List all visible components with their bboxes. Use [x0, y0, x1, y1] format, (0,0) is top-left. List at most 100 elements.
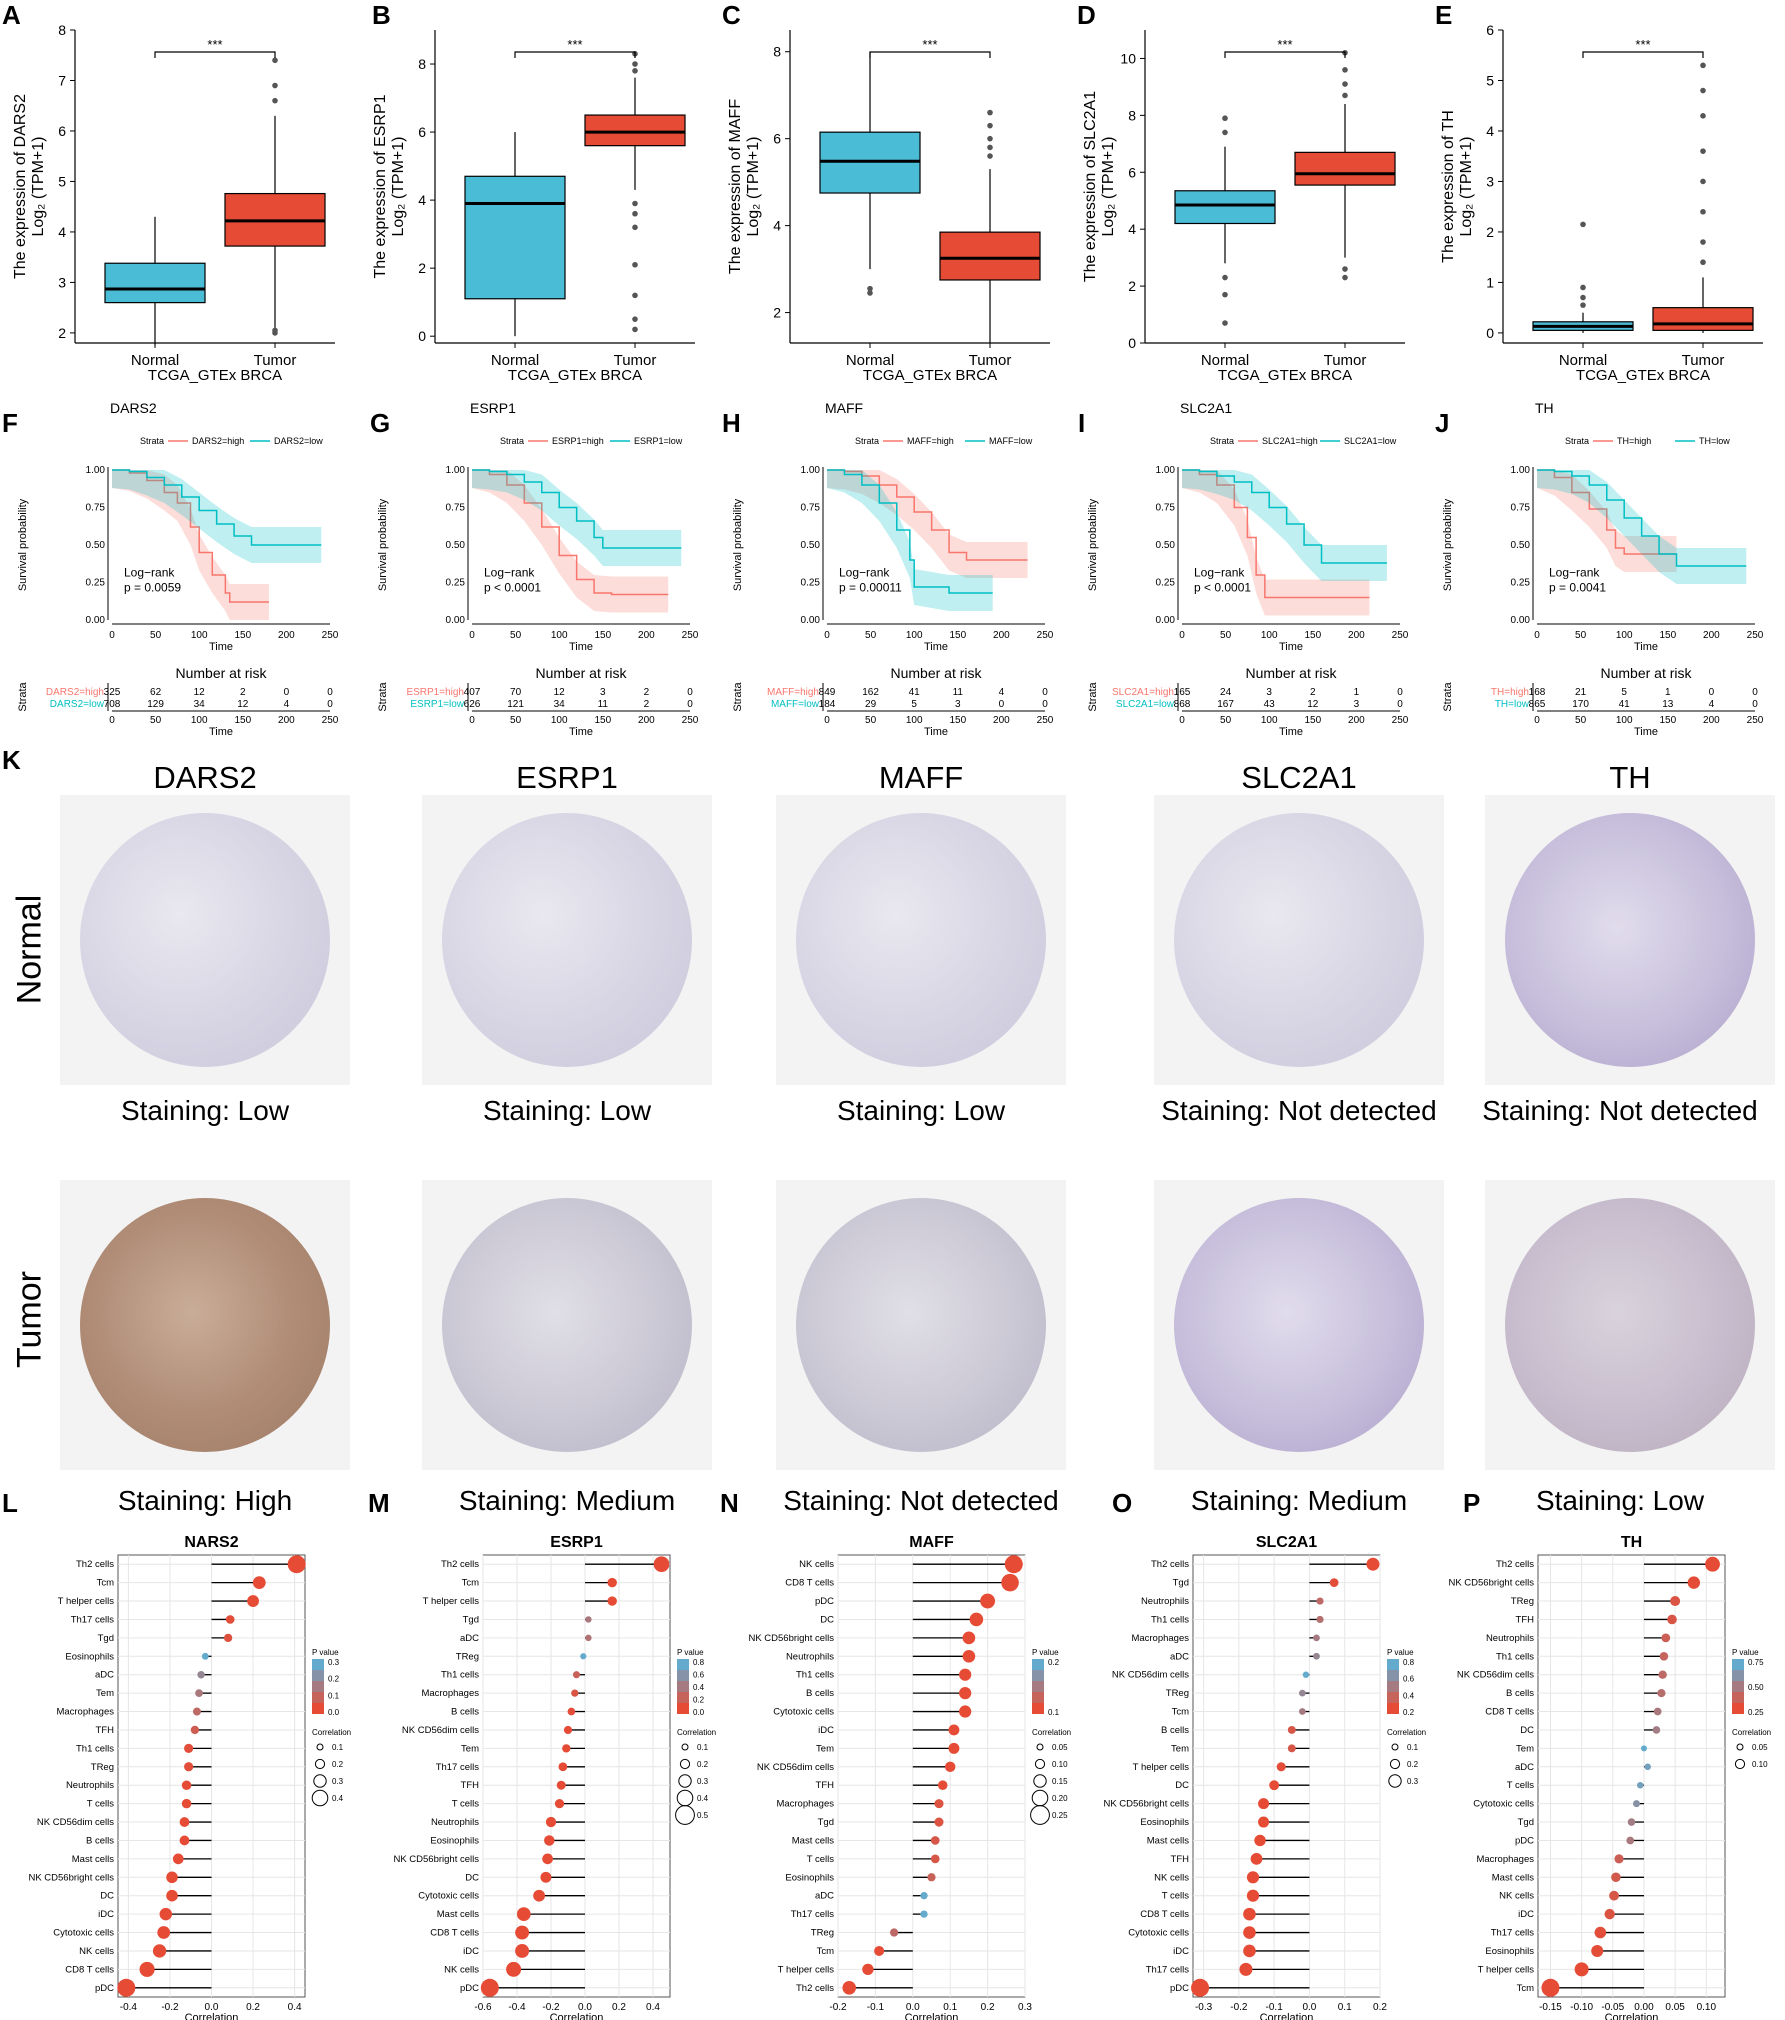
risk-low-count: 626: [464, 699, 481, 710]
x-axis-label: TCGA_GTEx BRCA: [508, 367, 642, 384]
tissue-core-image: [442, 813, 692, 1067]
cell-type-label: iDC: [463, 1946, 479, 1957]
lollipop-dot: [1298, 1689, 1306, 1697]
legend-strata: Strata: [855, 436, 879, 446]
y-tick-label: 2: [773, 305, 781, 321]
cell-type-label: Macrophages: [1131, 1633, 1189, 1644]
significance-label: ***: [922, 37, 937, 52]
x-tick-label: 250: [682, 630, 699, 641]
y-axis-label: Survival probability: [17, 498, 29, 591]
lollipop-dot: [930, 1854, 940, 1864]
cell-type-label: Tgd: [1518, 1817, 1534, 1828]
tissue-core-image: [796, 813, 1046, 1067]
panel-letter-f: F: [2, 408, 18, 438]
legend-size-circle: [1391, 1743, 1399, 1751]
outlier-point: [987, 144, 993, 151]
cell-type-label: Eosinophils: [65, 1651, 114, 1662]
significance-bracket: [1224, 51, 1346, 58]
lollipop-dot: [1254, 1834, 1266, 1847]
cell-type-label: T cells: [87, 1799, 115, 1810]
risk-high-count: 11: [953, 687, 964, 698]
high-curve: [1182, 469, 1370, 599]
cell-type-label: pDC: [1170, 1983, 1189, 1994]
ihc-gene-title-slc2a1: SLC2A1: [1241, 760, 1357, 795]
box-tumor: [584, 114, 686, 147]
lollipop-dot: [1652, 1726, 1661, 1734]
y-tick-label: 0: [418, 328, 426, 344]
lollipop-dot: [252, 1576, 266, 1589]
cell-type-label: Mast cells: [437, 1909, 479, 1920]
y-tick-label: 4: [1128, 221, 1136, 237]
high-ci-band: [112, 470, 269, 620]
y-tick-label: 0.25: [801, 578, 821, 589]
significance-label: ***: [1635, 37, 1650, 52]
legend-low-label: SLC2A1=low: [1344, 436, 1397, 446]
lollipop-dot: [1633, 1800, 1640, 1808]
x-tick-label: 50: [1220, 630, 1232, 641]
cell-type-label: Th17 cells: [436, 1762, 480, 1773]
risk-high-count: 0: [284, 687, 290, 698]
legend-correlation-label: 0.05: [1752, 1743, 1768, 1752]
risk-x-tick-label: 50: [1220, 715, 1232, 726]
legend-correlation-label: 0.1: [697, 1743, 709, 1752]
cell-type-label: B cells: [86, 1835, 114, 1846]
ihc-row-label-normal: Normal: [10, 894, 49, 1005]
ihc-tumor-staining-th: Staining: Low: [1535, 1485, 1705, 1516]
cell-type-label: Tem: [96, 1688, 114, 1699]
box-normal: [104, 262, 206, 304]
lollipop-dot: [1276, 1762, 1286, 1772]
lollipop-dot: [920, 1910, 928, 1918]
x-axis-label: Time: [569, 641, 593, 653]
risk-x-tick-label: 0: [824, 715, 830, 726]
lollipop-dot: [192, 1707, 201, 1716]
legend-correlation-title: Correlation: [677, 1728, 716, 1737]
legend-high-label: DARS2=high: [192, 436, 244, 446]
cell-type-label: Eosinophils: [785, 1872, 834, 1883]
lollipop-dot: [480, 1978, 499, 1997]
x-tick-label: 100: [1261, 630, 1278, 641]
y-tick-label: 1.00: [1156, 465, 1176, 476]
cell-type-label: Th17 cells: [71, 1614, 115, 1625]
tissue-core-image: [442, 1198, 692, 1452]
y-tick-label: 0.75: [446, 503, 466, 514]
y-axis-label-group: Survival probability: [377, 498, 389, 591]
lollipop-dot: [1287, 1725, 1296, 1734]
x-tick-label: 150: [234, 630, 251, 641]
lollipop-dot: [571, 1689, 579, 1697]
ihc-normal-maff: [776, 795, 1066, 1085]
y-axis-label-units: Log₂ (TPM+1): [1458, 136, 1475, 236]
y-tick-label: 6: [1128, 164, 1136, 180]
risk-x-tick-label: 200: [638, 715, 655, 726]
lollipop-dot: [1627, 1818, 1636, 1826]
risk-high-count: 3: [1266, 687, 1272, 698]
legend-color-step: [1032, 1659, 1044, 1670]
outlier-point: [1700, 87, 1706, 94]
risk-x-tick-label: 50: [150, 715, 162, 726]
cell-type-label: Mast cells: [792, 1835, 834, 1846]
legend-correlation-label: 0.2: [1407, 1760, 1419, 1769]
x-tick-label: -0.4: [508, 2002, 526, 2013]
legend-color-step: [1732, 1659, 1744, 1670]
y-tick-label: 0.00: [801, 615, 821, 626]
y-tick-label: 10: [1120, 50, 1136, 66]
risk-high-count: 5: [1621, 687, 1627, 698]
risk-high-count: 849: [819, 687, 836, 698]
lollipop-dot: [1269, 1780, 1280, 1791]
ihc-normal-th: [1485, 795, 1775, 1085]
risk-x-tick-label: 200: [1348, 715, 1365, 726]
legend-color-step: [1387, 1692, 1399, 1703]
cell-type-label: DC: [820, 1614, 834, 1625]
lollipop-dot: [1594, 1926, 1607, 1939]
risk-low-label: SLC2A1=low: [1116, 699, 1175, 710]
outlier-point: [1700, 208, 1706, 215]
panel-letter-m: M: [368, 1488, 390, 1518]
x-tick-label: 100: [1616, 630, 1633, 641]
y-axis-label: Survival probability: [732, 498, 744, 591]
lollipop-dot: [1258, 1816, 1270, 1828]
y-tick-label: 6: [418, 124, 426, 140]
high-ci-band: [472, 470, 669, 613]
x-tick-label: Tumor: [969, 352, 1012, 369]
cell-type-label: Neutrophils: [1141, 1596, 1189, 1607]
